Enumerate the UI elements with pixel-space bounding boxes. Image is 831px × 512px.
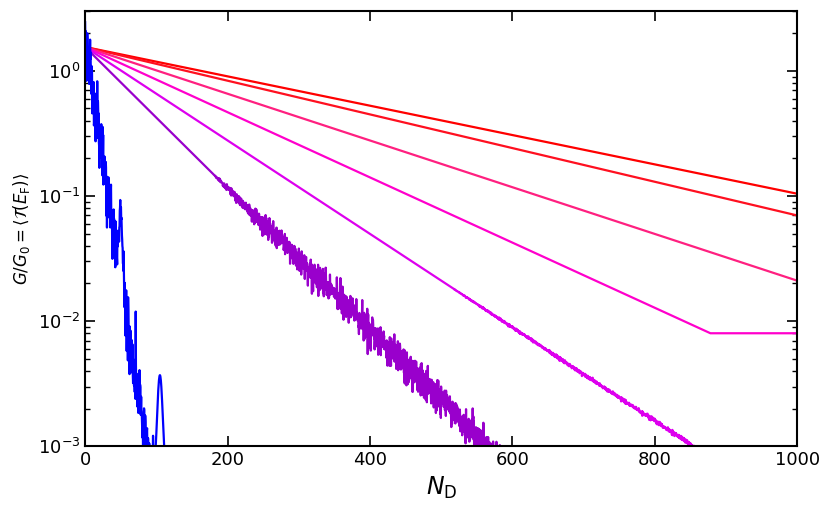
X-axis label: $N_{\mathrm{D}}$: $N_{\mathrm{D}}$ (425, 475, 457, 501)
Y-axis label: $G/G_0 = \langle \mathcal{T}(E_{\mathrm{F}}) \rangle$: $G/G_0 = \langle \mathcal{T}(E_{\mathrm{… (11, 173, 32, 285)
